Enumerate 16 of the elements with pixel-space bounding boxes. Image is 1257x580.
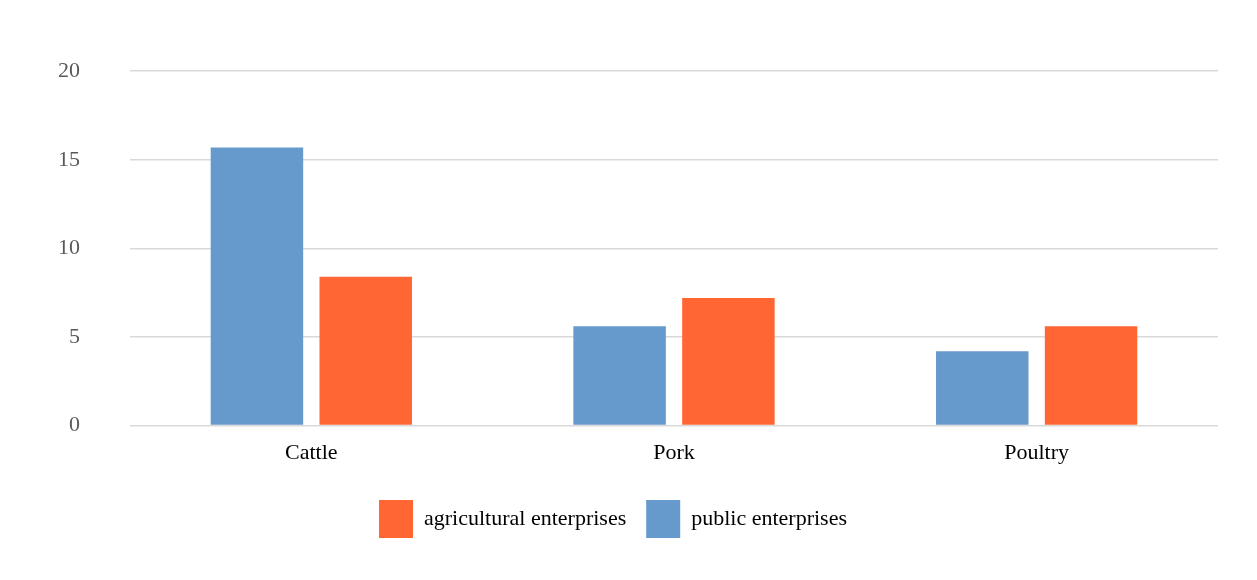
bar [573,326,666,425]
y-tick-label: 5 [69,322,80,348]
x-tick-label: Poultry [1004,438,1070,464]
y-tick-label: 0 [69,411,80,437]
x-tick-label: Cattle [285,438,338,464]
bar [319,276,412,425]
bar [210,147,304,425]
legend-label: public enterprises [691,504,847,530]
bar [682,298,775,425]
y-tick-label: 20 [58,56,80,82]
bar [1044,326,1138,425]
x-tick-label: Pork [653,438,695,464]
legend-label: agricultural enterprises [424,504,627,530]
y-tick-label: 10 [58,234,80,260]
bar [936,351,1029,425]
y-tick-label: 15 [58,145,80,171]
